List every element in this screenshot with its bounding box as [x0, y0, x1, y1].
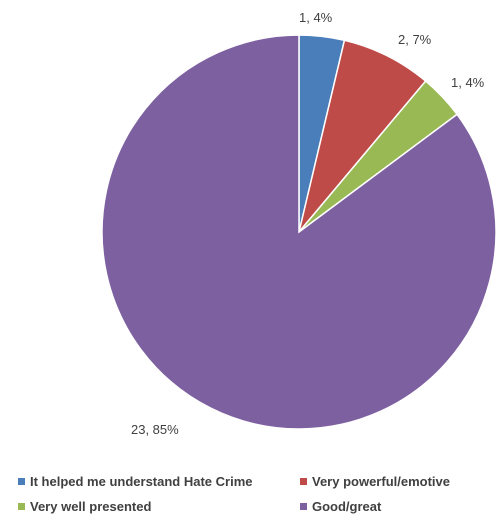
data-label: 1, 4% [299, 10, 333, 25]
legend-swatch [300, 478, 307, 485]
legend-item-very-well-presented: Very well presented [18, 499, 151, 514]
legend-label: It helped me understand Hate Crime [30, 474, 253, 489]
pie-slice [101, 34, 497, 430]
pie-data-labels: 1, 4% 2, 7% 1, 4% 23, 85% [131, 10, 485, 437]
legend-item-very-powerful: Very powerful/emotive [300, 474, 450, 489]
data-label: 23, 85% [131, 422, 179, 437]
legend-label: Very well presented [30, 499, 152, 514]
pie-chart: 1, 4% 2, 7% 1, 4% 23, 85% [101, 10, 497, 437]
data-label: 1, 4% [451, 75, 485, 90]
legend-item-understand-hate-crime: It helped me understand Hate Crime [18, 474, 253, 489]
legend-swatch [300, 503, 307, 510]
legend-label: Good/great [312, 499, 382, 514]
legend-item-good-great: Good/great [300, 499, 381, 514]
legend-swatch [18, 478, 25, 485]
pie-slices [101, 34, 497, 430]
data-label: 2, 7% [398, 32, 432, 47]
legend-label: Very powerful/emotive [312, 474, 450, 489]
legend-swatch [18, 503, 25, 510]
